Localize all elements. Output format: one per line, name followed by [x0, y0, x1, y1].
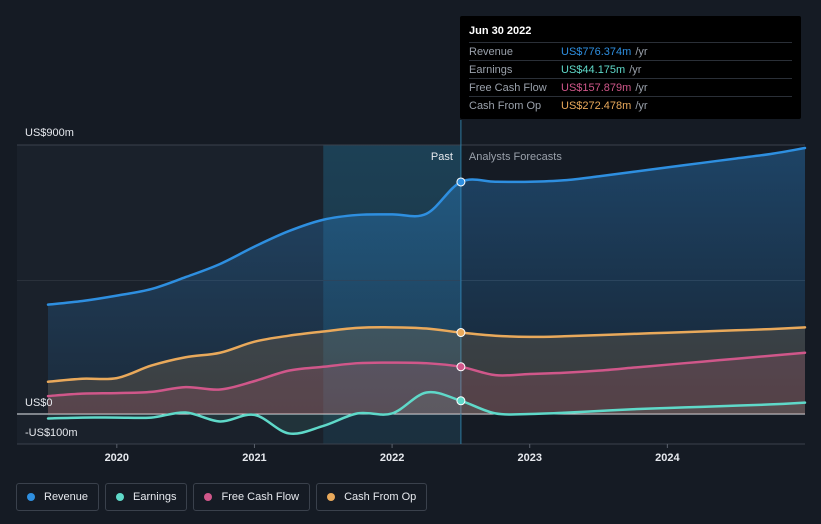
series-line-free-cash-flow: [46, 351, 807, 398]
past-label: Past: [431, 151, 453, 163]
tooltip-value: US$44.175m: [561, 63, 626, 76]
tooltip-row-revenue: Revenue US$776.374m /yr: [469, 42, 792, 60]
y-label-bottom: -US$100m: [25, 427, 78, 439]
x-tick-label: 2024: [655, 452, 680, 464]
tooltip-panel: Jun 30 2022 Revenue US$776.374m /yr Earn…: [460, 16, 801, 119]
tooltip-row-free-cash-flow: Free Cash Flow US$157.879m /yr: [469, 78, 792, 96]
series-line-earnings: [46, 390, 807, 436]
chart-area: US$900m US$0 -US$100m 2020 2021 2022 2023 2024 P…: [17, 120, 807, 464]
tooltip-unit: /yr: [635, 81, 648, 94]
tooltip-value: US$157.879m: [561, 81, 632, 94]
x-tick-label: 2023: [517, 452, 541, 464]
legend-dot-icon: [327, 493, 336, 501]
series-marker-revenue: [456, 177, 466, 187]
series-markers: [456, 177, 466, 406]
tooltip-unit: /yr: [635, 45, 648, 58]
x-tick-label: 2022: [380, 452, 404, 464]
series-area-earnings: [48, 392, 805, 434]
legend-item-earnings[interactable]: Earnings: [105, 483, 188, 511]
y-label-top: US$900m: [25, 127, 74, 139]
tooltip-row-earnings: Earnings US$44.175m /yr: [469, 60, 792, 78]
tooltip-value: US$776.374m: [561, 45, 632, 58]
tooltip-label: Revenue: [469, 45, 514, 58]
legend-label: Earnings: [133, 491, 177, 503]
legend: Revenue Earnings Free Cash Flow Cash Fro…: [16, 483, 428, 511]
legend-dot-icon: [27, 493, 35, 501]
legend-dot-icon: [204, 493, 213, 501]
tooltip-label: Cash From Op: [469, 99, 542, 112]
legend-item-cash-from-op[interactable]: Cash From Op: [316, 483, 428, 511]
series-lines: [46, 146, 807, 436]
series-area-cash-from-op: [48, 327, 805, 414]
series-marker-free-cash-flow: [456, 362, 466, 372]
legend-label: Free Cash Flow: [221, 491, 300, 503]
series-line-revenue: [46, 146, 807, 306]
legend-dot-icon: [116, 493, 125, 501]
tooltip-value: US$272.478m: [561, 99, 632, 112]
tooltip-label: Free Cash Flow: [469, 81, 547, 94]
tooltip-date: Jun 30 2022: [469, 25, 532, 37]
legend-item-revenue[interactable]: Revenue: [16, 483, 100, 511]
legend-label: Cash From Op: [344, 491, 417, 503]
x-tick-label: 2020: [105, 452, 129, 464]
tooltip-unit: /yr: [635, 99, 648, 112]
forecast-label: Analysts Forecasts: [469, 151, 562, 163]
series-marker-cash-from-op: [456, 328, 466, 338]
series-marker-earnings: [456, 396, 466, 406]
y-label-zero: US$0: [25, 397, 53, 409]
axis-labels: US$900m US$0 -US$100m 2020 2021 2022 2023 2024 P…: [25, 127, 680, 464]
legend-item-free-cash-flow[interactable]: Free Cash Flow: [193, 483, 311, 511]
series-area-free-cash-flow: [48, 352, 805, 414]
series-line-cash-from-op: [46, 326, 807, 383]
legend-label: Revenue: [44, 491, 89, 503]
tooltip-row-cash-from-op: Cash From Op US$272.478m /yr: [469, 96, 792, 114]
tooltip-label: Earnings: [469, 63, 513, 76]
tooltip-unit: /yr: [629, 63, 642, 76]
x-tick-label: 2021: [242, 452, 266, 464]
